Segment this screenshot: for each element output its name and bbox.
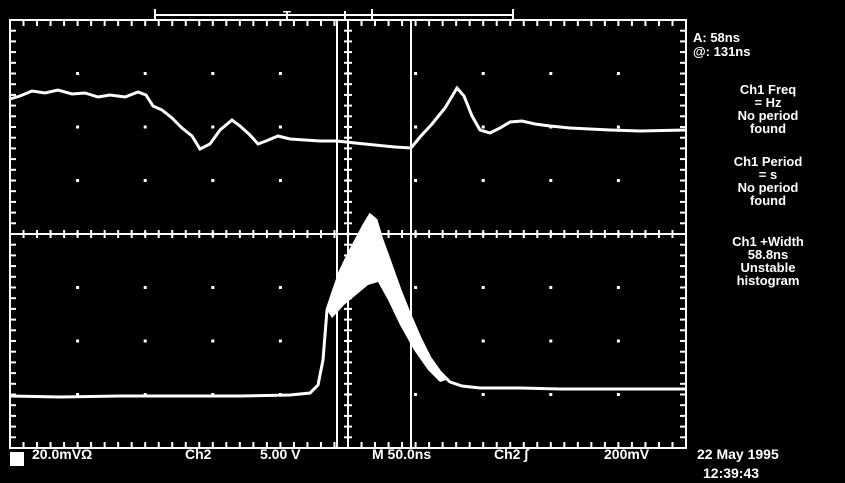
trigger-position-marker: T bbox=[283, 8, 291, 23]
record-bracket bbox=[154, 9, 514, 21]
measurement-ch1-width: Ch1 +Width 58.8ns Unstable histogram bbox=[693, 235, 843, 287]
measurement-status: No period bbox=[737, 108, 799, 123]
ch1-trace bbox=[9, 85, 687, 151]
measurement-status: histogram bbox=[736, 273, 800, 288]
ch2-scale: 5.00 V bbox=[260, 446, 301, 462]
ch1-scale: 20.0mVΩ bbox=[32, 446, 93, 462]
measurement-label: Ch1 +Width bbox=[732, 234, 804, 249]
ch2-label: Ch2 bbox=[185, 446, 212, 462]
measurement-ch1-period: Ch1 Period = s No period found bbox=[693, 155, 843, 207]
cursor-absolute-readout: @: 131ns bbox=[693, 44, 751, 59]
ch2-pulse-fill bbox=[327, 215, 446, 382]
measurement-status: No period bbox=[737, 180, 799, 195]
measurement-value: 58.8ns bbox=[747, 247, 789, 262]
date-display: 22 May 1995 bbox=[697, 446, 779, 462]
trigger-level: 200mV bbox=[604, 446, 650, 462]
measurement-unit: = Hz bbox=[754, 95, 782, 110]
graticule-axes bbox=[10, 20, 687, 449]
measurement-label: Ch1 Period bbox=[733, 154, 803, 169]
measurement-unit: = s bbox=[758, 167, 778, 182]
ch2-trace bbox=[9, 212, 686, 399]
time-display: 12:39:43 bbox=[703, 465, 760, 481]
measurement-ch1-freq: Ch1 Freq = Hz No period found bbox=[693, 83, 843, 135]
measurement-status: found bbox=[749, 193, 787, 208]
measurement-label: Ch1 Freq bbox=[739, 82, 797, 97]
cursor-delta-readout: A: 58ns bbox=[693, 30, 740, 45]
trigger-source: Ch2 ∫ bbox=[494, 446, 529, 462]
ch1-indicator-icon bbox=[10, 452, 24, 466]
timebase: M 50.0ns bbox=[372, 446, 432, 462]
measurement-status: found bbox=[749, 121, 787, 136]
measurement-status: Unstable bbox=[740, 260, 796, 275]
